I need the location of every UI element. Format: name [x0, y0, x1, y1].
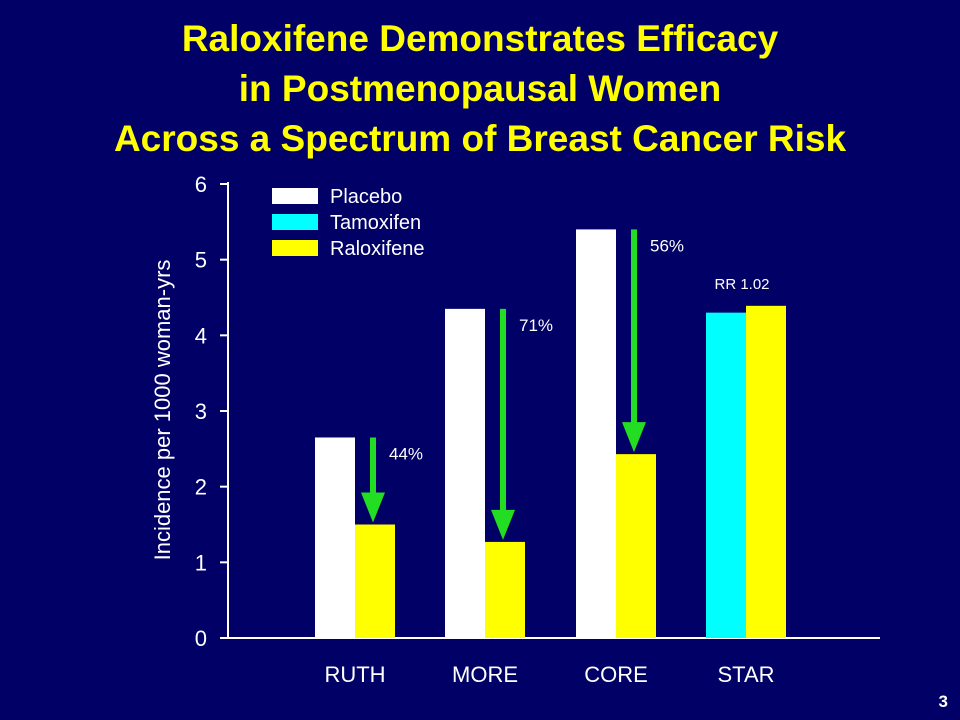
bar-placebo-ruth	[315, 437, 355, 638]
x-tick-label: STAR	[717, 662, 774, 687]
bar-raloxifene-ruth	[355, 524, 395, 638]
reduction-percent-label: 44%	[389, 444, 423, 463]
y-tick-label: 4	[195, 323, 207, 348]
x-tick-label: RUTH	[324, 662, 385, 687]
bar-raloxifene-more	[485, 541, 525, 638]
y-tick-label: 3	[195, 399, 207, 424]
relative-risk-label: RR 1.02	[714, 276, 769, 293]
bar-raloxifene-star	[746, 305, 786, 638]
y-tick-label: 6	[195, 172, 207, 197]
reduction-percent-label: 56%	[650, 236, 684, 255]
y-tick-label: 0	[195, 626, 207, 651]
bar-placebo-core	[576, 229, 616, 638]
y-axis-label: Incidence per 1000 woman-yrs	[150, 260, 175, 561]
legend-label-placebo: Placebo	[330, 186, 402, 208]
bar-raloxifene-core	[616, 454, 656, 638]
reduction-arrow-head	[361, 492, 385, 523]
y-tick-label: 1	[195, 550, 207, 575]
reduction-arrow-head	[622, 422, 646, 453]
y-tick-label: 5	[195, 248, 207, 273]
legend-swatch-tamoxifen	[272, 214, 318, 230]
reduction-arrow-head	[491, 509, 515, 540]
x-tick-label: CORE	[584, 662, 648, 687]
legend-label-tamoxifen: Tamoxifen	[330, 212, 421, 234]
bar-placebo-more	[445, 308, 485, 638]
bar-tamoxifen-star	[706, 312, 746, 638]
y-tick-label: 2	[195, 475, 207, 500]
reduction-arrow-shaft	[370, 437, 376, 495]
legend-swatch-raloxifene	[272, 240, 318, 256]
title-line-3: Across a Spectrum of Breast Cancer Risk	[113, 118, 847, 159]
legend-swatch-placebo	[272, 188, 318, 204]
title-line-1: Raloxifene Demonstrates Efficacy	[181, 18, 779, 59]
legend-label-raloxifene: Raloxifene	[330, 238, 425, 260]
x-tick-label: MORE	[452, 662, 518, 687]
reduction-percent-label: 71%	[519, 316, 553, 335]
slide-number: 3	[938, 692, 948, 711]
reduction-arrow-shaft	[631, 229, 637, 425]
reduction-arrow-shaft	[500, 308, 506, 512]
slide-title: Raloxifene Demonstrates Efficacy in Post…	[0, 14, 960, 164]
title-line-2: in Postmenopausal Women	[238, 68, 722, 109]
